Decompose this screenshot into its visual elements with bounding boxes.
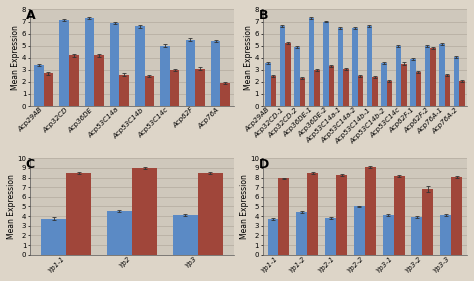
Bar [383,215,393,255]
Bar [445,75,450,106]
Bar [132,168,157,255]
Bar [411,217,422,255]
Bar [294,47,300,106]
Bar [309,18,314,106]
Bar [278,178,290,255]
Bar [425,46,430,106]
Text: D: D [258,158,269,171]
Bar [107,211,132,255]
Bar [451,176,462,255]
Bar [296,212,307,255]
Bar [84,18,94,106]
Bar [285,43,291,106]
Bar [430,48,436,106]
Bar [265,63,271,106]
Bar [94,55,104,106]
Y-axis label: Mean Expression: Mean Expression [240,174,249,239]
Bar [41,219,66,255]
Bar [354,207,365,255]
Bar [66,173,91,255]
Bar [365,167,376,255]
Bar [381,63,387,106]
Bar [119,75,129,106]
Bar [393,176,405,255]
Bar [396,46,401,106]
Bar [366,26,372,106]
Bar [401,64,407,106]
Bar [220,83,230,106]
Bar [352,28,357,106]
Bar [69,55,79,106]
Bar [328,66,334,106]
Bar [211,41,220,106]
Bar [314,70,319,106]
Bar [343,69,348,106]
Bar [280,26,285,106]
Bar [267,219,278,255]
Bar [135,26,145,106]
Bar [170,70,180,106]
Bar [410,59,416,106]
Bar [336,175,347,255]
Bar [195,69,205,106]
Bar [416,72,421,106]
Y-axis label: Mean Expression: Mean Expression [7,174,16,239]
Bar [34,65,44,106]
Bar [271,76,276,106]
Bar [160,46,170,106]
Bar [173,215,198,255]
Text: A: A [26,10,36,22]
Text: C: C [26,158,35,171]
Bar [307,173,318,255]
Bar [323,22,328,106]
Y-axis label: Mean Expression: Mean Expression [244,25,253,90]
Bar [185,40,195,106]
Bar [44,73,53,106]
Y-axis label: Mean Expression: Mean Expression [11,25,20,90]
Bar [439,44,445,106]
Bar [440,215,451,255]
Bar [454,56,459,106]
Bar [459,81,465,106]
Text: B: B [258,10,268,22]
Bar [145,76,154,106]
Bar [372,77,378,106]
Bar [387,81,392,106]
Bar [337,28,343,106]
Bar [325,218,336,255]
Bar [110,23,119,106]
Bar [59,20,69,106]
Bar [300,78,305,106]
Bar [198,173,223,255]
Bar [357,76,363,106]
Bar [422,189,433,255]
